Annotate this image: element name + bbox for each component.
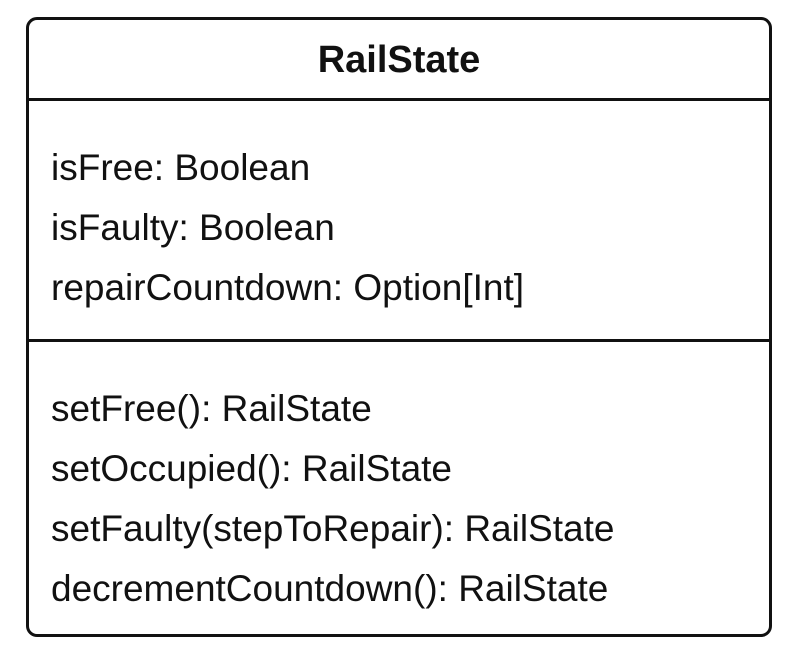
class-name-section: RailState	[29, 20, 769, 101]
attribute-is-faulty: isFaulty: Boolean	[51, 207, 335, 248]
method-set-free: setFree(): RailState	[51, 388, 372, 429]
attribute-repair-countdown: repairCountdown: Option[Int]	[51, 267, 525, 308]
class-name: RailState	[317, 38, 481, 81]
methods-section: setFree(): RailState setOccupied(): Rail…	[29, 342, 769, 619]
attributes-section: isFree: Boolean isFaulty: Boolean repair…	[29, 101, 769, 342]
method-decrement-countdown: decrementCountdown(): RailState	[51, 568, 609, 609]
method-set-occupied: setOccupied(): RailState	[51, 448, 453, 489]
attribute-is-free: isFree: Boolean	[51, 147, 311, 188]
uml-class-box: RailState isFree: Boolean isFaulty: Bool…	[26, 17, 772, 637]
method-set-faulty: setFaulty(stepToRepair): RailState	[51, 508, 615, 549]
